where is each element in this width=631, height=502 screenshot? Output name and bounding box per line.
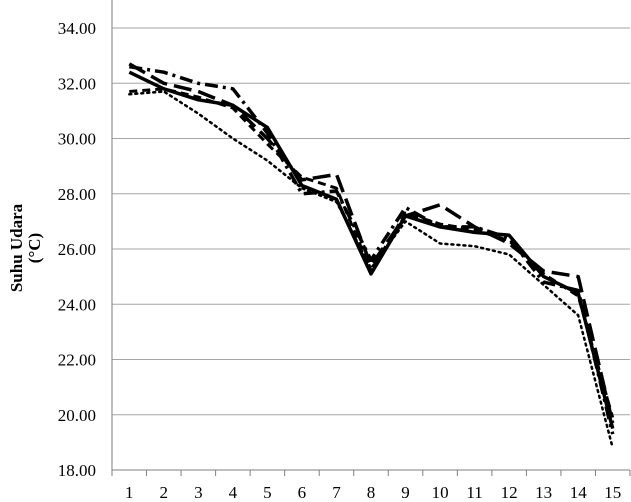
x-tick-label: 14 (570, 483, 588, 502)
series-line-2 (128, 62, 615, 424)
x-tick-label: 2 (160, 483, 169, 502)
x-tick-label: 10 (432, 483, 449, 502)
y-tick-label: 18.00 (58, 461, 96, 480)
series-line-4 (128, 90, 614, 450)
axes (111, 0, 631, 476)
x-tick-label: 4 (229, 483, 238, 502)
series-line-5 (129, 87, 615, 418)
y-tick-label: 22.00 (58, 351, 96, 370)
y-tick-label: 30.00 (58, 130, 96, 149)
x-tick-label: 8 (367, 483, 376, 502)
series-line-3 (129, 64, 615, 435)
y-tick-label: 34.00 (58, 19, 96, 38)
y-tick-label: 32.00 (58, 74, 96, 93)
x-tick-label: 11 (466, 483, 482, 502)
y-tick-labels: 18.00 20.00 22.00 24.00 26.00 28.00 30.00 32.00… (58, 19, 96, 480)
y-tick-label: 24.00 (58, 295, 96, 314)
x-tick-label: 7 (332, 483, 341, 502)
x-tick-label: 9 (401, 483, 410, 502)
series-lines (128, 62, 615, 450)
y-tick-label: 26.00 (58, 240, 96, 259)
y-axis-title: Suhu Udara (°C) (7, 203, 44, 292)
x-tick-label: 15 (604, 483, 621, 502)
gridlines (112, 27, 630, 416)
y-tick-label: 20.00 (58, 406, 96, 425)
x-tick-label: 1 (125, 483, 134, 502)
y-axis-title-line2: (°C) (25, 233, 44, 263)
x-tick-label: 3 (194, 483, 203, 502)
x-tick-label: 12 (501, 483, 518, 502)
y-tick-label: 28.00 (58, 185, 96, 204)
x-tick-label: 5 (263, 483, 272, 502)
x-tick-label: 6 (298, 483, 307, 502)
x-tick-label: 13 (535, 483, 552, 502)
series-line-1 (128, 70, 615, 430)
x-tick-labels: 1 2 3 4 5 6 7 8 9 10 11 12 13 14 15 (125, 483, 621, 502)
y-axis-title-line1: Suhu Udara (7, 203, 26, 292)
